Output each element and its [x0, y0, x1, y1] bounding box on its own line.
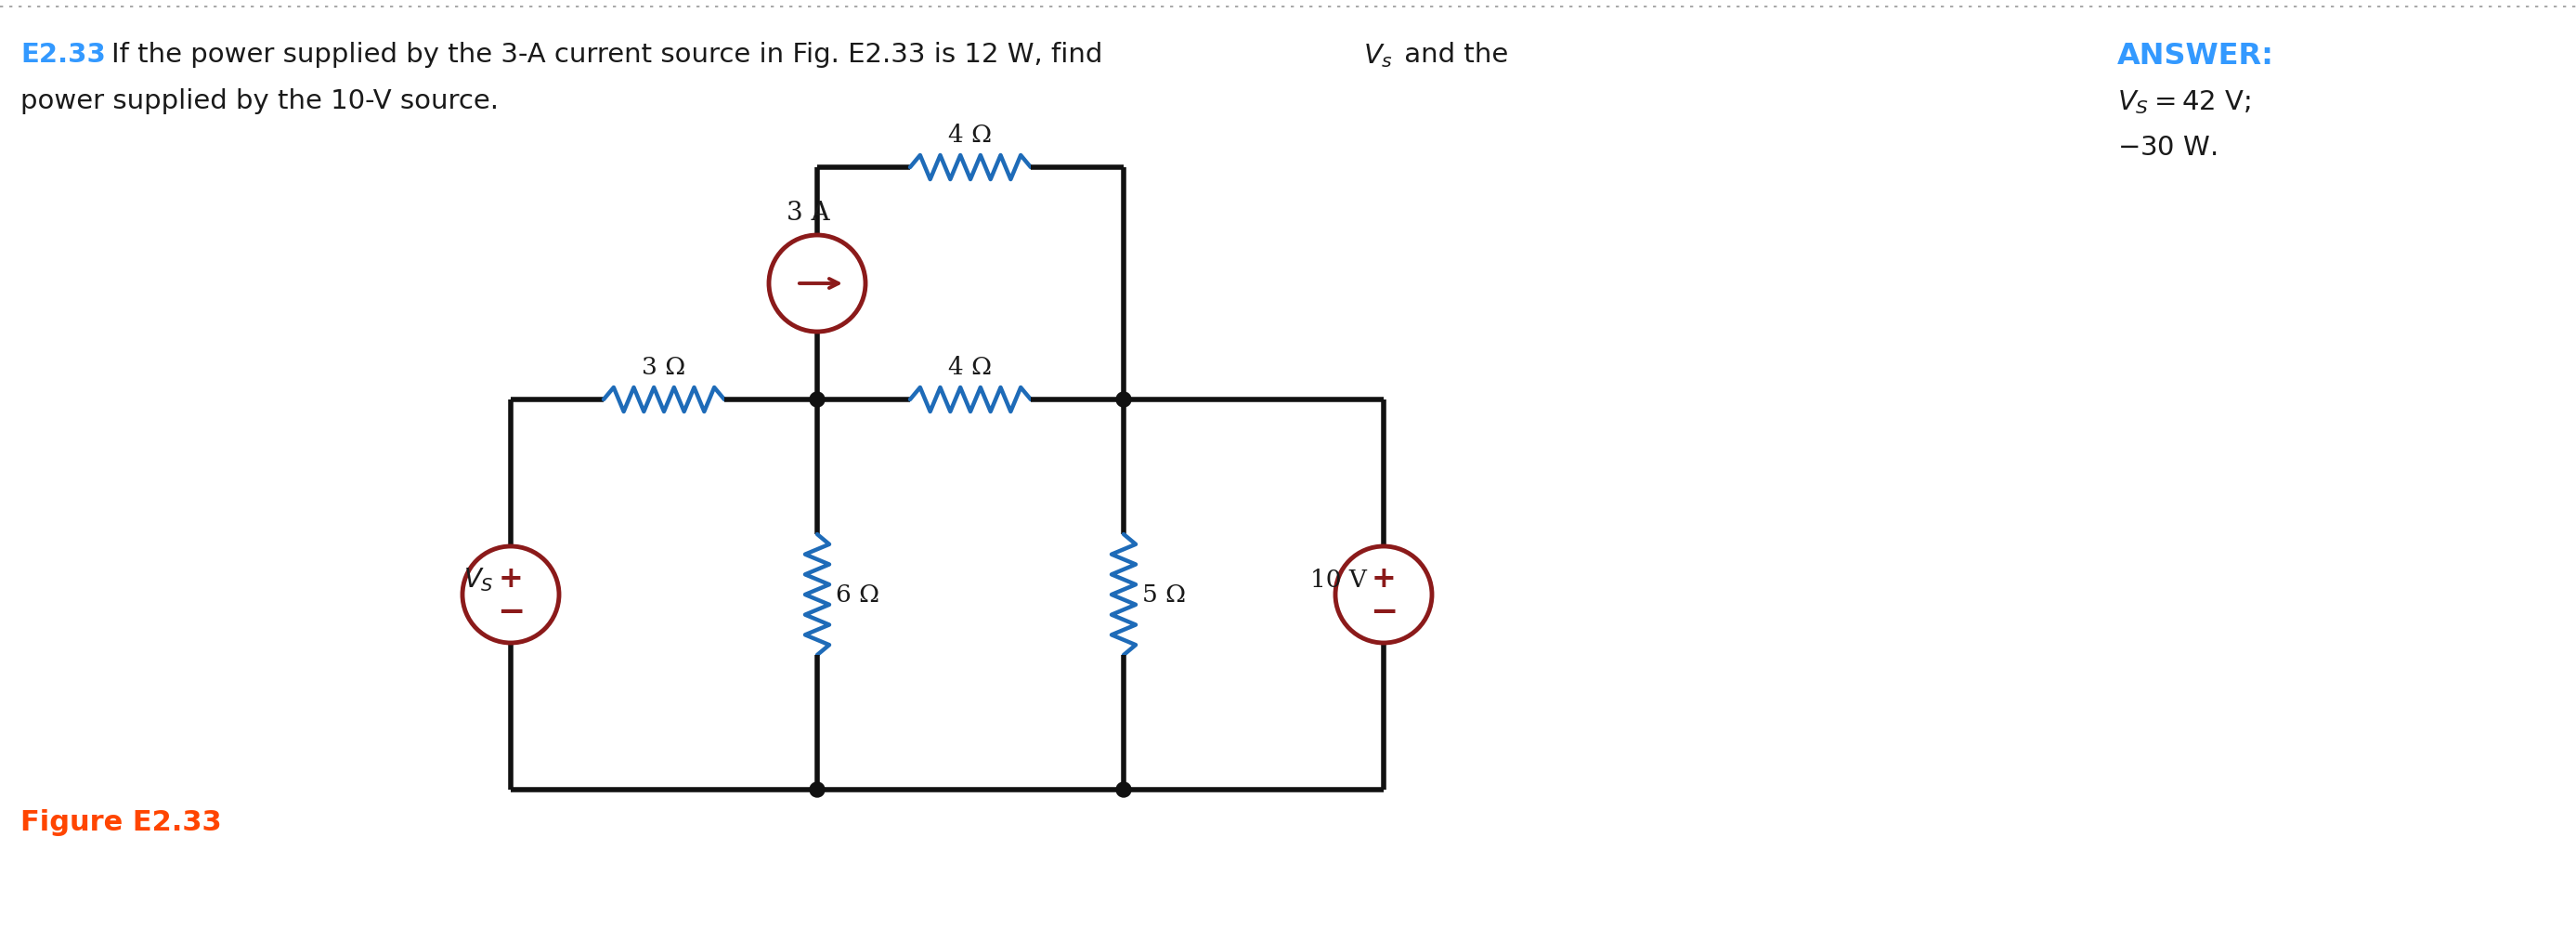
Text: and the: and the	[1396, 42, 1510, 68]
Circle shape	[1115, 782, 1131, 797]
Text: 5 Ω: 5 Ω	[1141, 583, 1185, 606]
Text: +: +	[497, 565, 523, 595]
Text: $V_S = 42\ \mathrm{V};$: $V_S = 42\ \mathrm{V};$	[2117, 88, 2251, 116]
Circle shape	[809, 392, 824, 407]
Text: −: −	[497, 596, 526, 628]
Text: ANSWER:: ANSWER:	[2117, 42, 2275, 71]
Text: If the power supplied by the 3-A current source in Fig. E2.33 is 12 W, find: If the power supplied by the 3-A current…	[111, 42, 1110, 68]
Text: −: −	[1370, 596, 1399, 628]
Text: 4 Ω: 4 Ω	[948, 124, 992, 147]
Circle shape	[1115, 392, 1131, 407]
Text: 6 Ω: 6 Ω	[835, 583, 878, 606]
Text: $-30\ \mathrm{W}.$: $-30\ \mathrm{W}.$	[2117, 135, 2218, 161]
Text: 10 V: 10 V	[1311, 568, 1368, 592]
Text: +: +	[1370, 565, 1396, 595]
Text: $V_s$: $V_s$	[1363, 42, 1394, 70]
Text: $V_S$: $V_S$	[464, 566, 495, 594]
Text: 4 Ω: 4 Ω	[948, 356, 992, 379]
Text: 3 A: 3 A	[786, 201, 829, 226]
Text: E2.33: E2.33	[21, 42, 106, 68]
Text: Figure E2.33: Figure E2.33	[21, 809, 222, 836]
Text: 3 Ω: 3 Ω	[641, 356, 685, 379]
Text: power supplied by the 10-V source.: power supplied by the 10-V source.	[21, 88, 500, 114]
Circle shape	[809, 782, 824, 797]
